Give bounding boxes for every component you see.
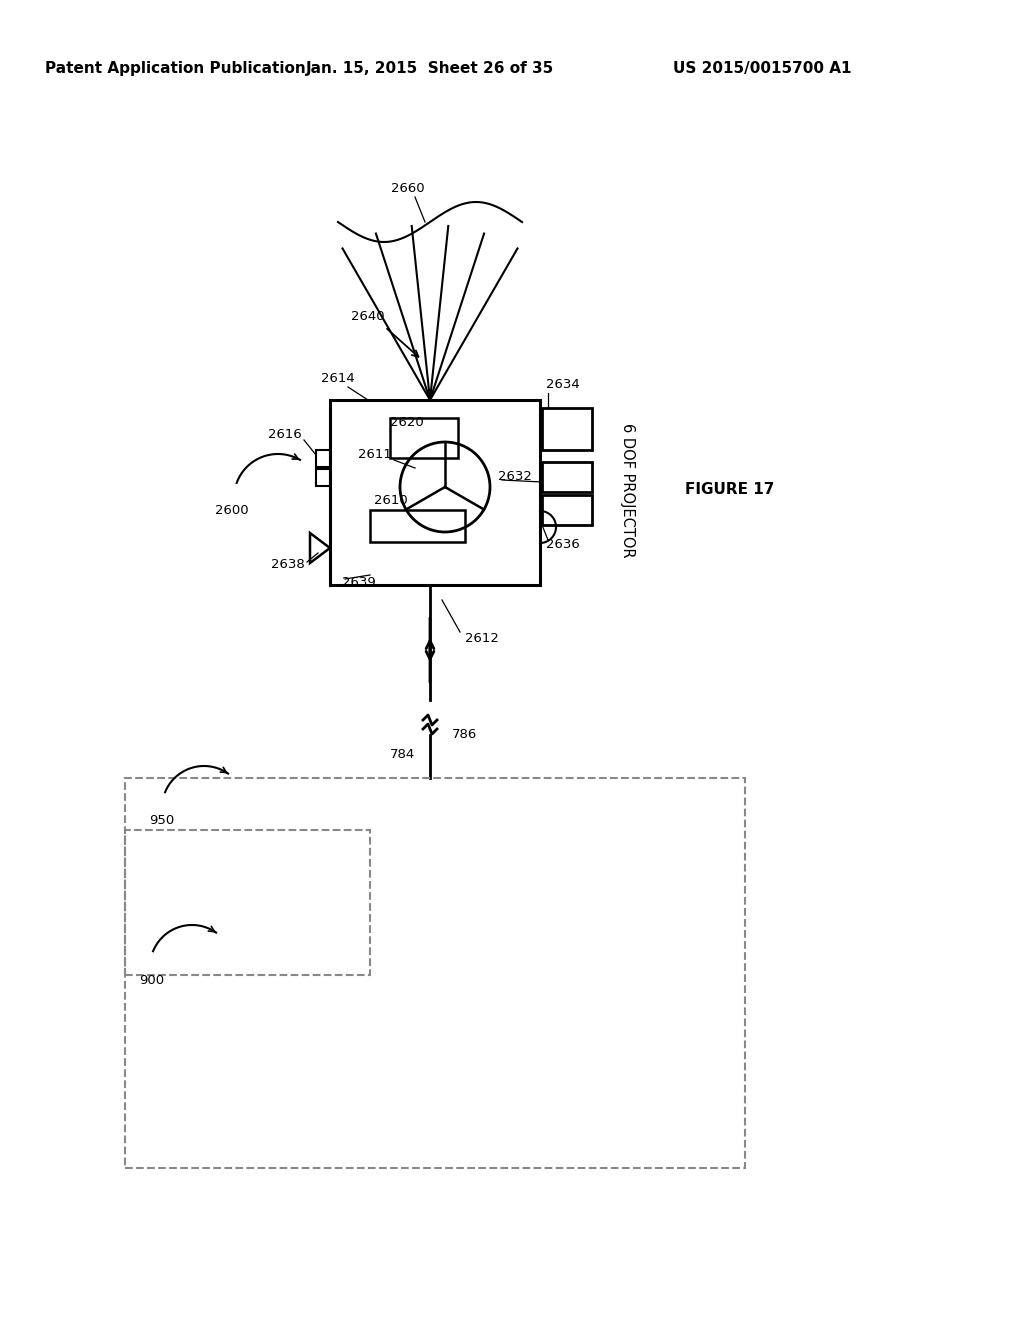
Text: 786: 786 [452, 729, 477, 742]
Text: Jan. 15, 2015  Sheet 26 of 35: Jan. 15, 2015 Sheet 26 of 35 [306, 61, 554, 75]
Bar [125, 830, 370, 975]
Text: 2660: 2660 [391, 181, 425, 194]
Text: US 2015/0015700 A1: US 2015/0015700 A1 [673, 61, 851, 75]
Text: Patent Application Publication: Patent Application Publication [45, 61, 305, 75]
Text: 784: 784 [390, 748, 415, 762]
Text: 2610: 2610 [374, 494, 408, 507]
Text: 2611: 2611 [358, 449, 392, 462]
Text: FIGURE 17: FIGURE 17 [685, 483, 775, 498]
Text: 2639: 2639 [342, 576, 376, 589]
Bar [542, 408, 592, 450]
Text: 2612: 2612 [465, 631, 499, 644]
Bar [542, 495, 592, 525]
Bar [316, 450, 330, 467]
Text: 2638: 2638 [271, 558, 305, 572]
Text: 2600: 2600 [215, 503, 249, 516]
Text: 2614: 2614 [322, 371, 355, 384]
Bar [125, 777, 745, 1168]
Text: 6 DOF PROJECTOR: 6 DOF PROJECTOR [621, 422, 636, 557]
Text: 950: 950 [150, 813, 175, 826]
Text: 900: 900 [139, 974, 165, 986]
Text: 2636: 2636 [546, 539, 580, 552]
Text: 2632: 2632 [498, 470, 531, 483]
Text: 2634: 2634 [546, 379, 580, 392]
Bar [542, 462, 592, 492]
Bar [390, 418, 458, 458]
Bar [330, 400, 540, 585]
Text: 2620: 2620 [390, 417, 424, 429]
Text: 2616: 2616 [268, 429, 302, 441]
Bar [370, 510, 465, 543]
Text: 2640: 2640 [351, 310, 385, 323]
Bar [316, 469, 330, 486]
